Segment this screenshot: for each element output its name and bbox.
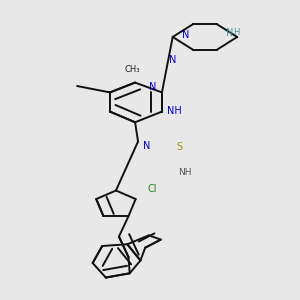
- Text: NH: NH: [178, 168, 192, 177]
- Text: H: H: [233, 28, 240, 37]
- Text: NH: NH: [167, 106, 182, 116]
- Text: N: N: [182, 30, 190, 40]
- Text: CH₃: CH₃: [125, 65, 140, 74]
- Text: Cl: Cl: [148, 184, 157, 194]
- Text: N: N: [149, 82, 156, 92]
- Text: N: N: [226, 28, 234, 38]
- Text: S: S: [176, 142, 182, 152]
- Text: N: N: [143, 141, 150, 151]
- Text: N: N: [169, 56, 176, 65]
